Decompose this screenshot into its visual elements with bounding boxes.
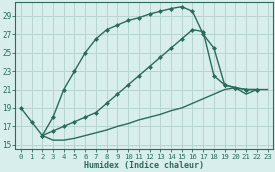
X-axis label: Humidex (Indice chaleur): Humidex (Indice chaleur) bbox=[84, 161, 204, 170]
